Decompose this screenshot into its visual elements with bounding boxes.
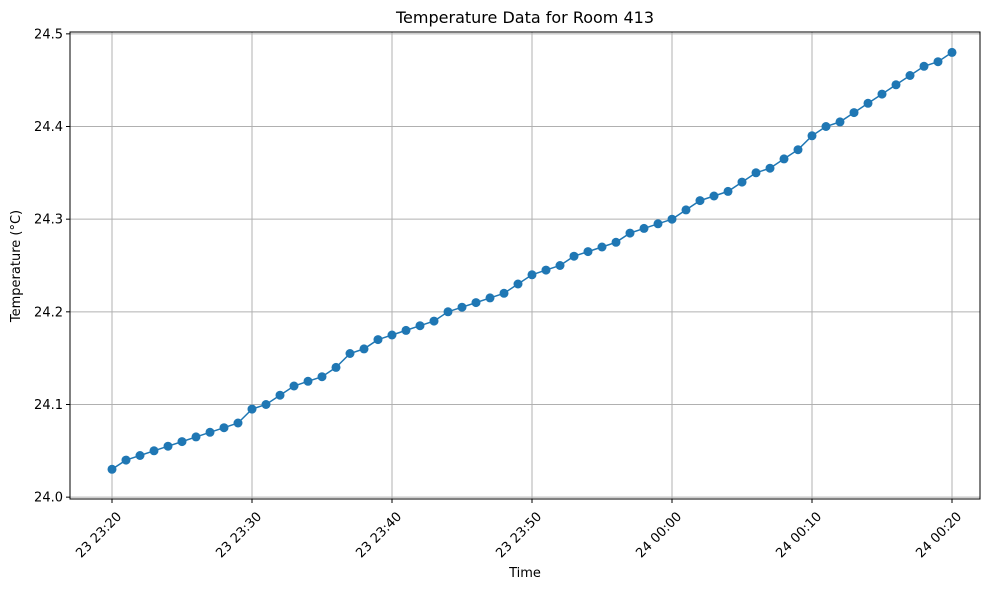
data-point [345, 349, 355, 358]
data-point [793, 145, 803, 155]
data-point [289, 381, 299, 391]
data-point [555, 261, 565, 270]
data-point [667, 214, 677, 224]
data-point [891, 80, 901, 90]
data-point [541, 265, 551, 275]
data-point [331, 362, 341, 372]
data-point [863, 98, 873, 108]
data-point [471, 298, 481, 308]
data-point [359, 344, 369, 354]
data-point [247, 404, 257, 414]
data-point [499, 288, 509, 298]
data-point [611, 237, 621, 247]
data-point [709, 191, 719, 201]
data-point [947, 47, 957, 57]
data-point [373, 335, 383, 345]
data-point [597, 242, 607, 252]
data-point [163, 441, 173, 451]
y-tick-label: 24.4 [34, 120, 63, 135]
data-point [905, 71, 915, 80]
data-point [317, 372, 327, 382]
data-point [121, 455, 131, 465]
data-point [205, 427, 215, 437]
plot-frame [69, 31, 981, 500]
data-point [835, 117, 845, 127]
data-point [751, 168, 761, 178]
data-point [527, 270, 537, 280]
y-tick-label: 24.3 [34, 213, 63, 228]
y-tick-label: 24.5 [34, 27, 63, 42]
data-point [387, 330, 397, 340]
data-point [261, 400, 271, 409]
data-point [639, 223, 649, 233]
data-point [303, 376, 313, 386]
data-point [653, 219, 663, 229]
data-point [429, 316, 439, 326]
data-point [583, 247, 593, 257]
data-point [177, 437, 187, 447]
data-point [443, 307, 453, 317]
data-point [723, 186, 733, 196]
y-axis-ticks: 24.0 24.1 24.2 24.3 24.4 24.5 [34, 27, 70, 506]
y-axis-label: Temperature (°C) [9, 210, 24, 323]
data-point [919, 61, 929, 71]
y-tick-label: 24.1 [34, 398, 63, 413]
data-point [681, 205, 691, 215]
data-series [107, 47, 957, 474]
data-point [625, 228, 635, 238]
data-point [415, 321, 425, 331]
data-point [765, 163, 775, 173]
data-point [849, 108, 859, 118]
grid-lines [70, 32, 980, 499]
data-point [821, 122, 831, 131]
data-point [275, 390, 285, 400]
data-point [695, 196, 705, 206]
data-point [107, 464, 117, 474]
y-tick-label: 24.0 [34, 491, 63, 506]
data-point [737, 177, 747, 187]
chart-title: Temperature Data for Room 413 [395, 8, 654, 27]
y-tick-label: 24.2 [34, 305, 63, 320]
data-point [401, 325, 411, 335]
data-point [485, 293, 495, 303]
data-point [569, 251, 579, 261]
data-point [135, 451, 145, 460]
data-point [457, 302, 467, 312]
data-point [149, 446, 159, 456]
x-axis-label: Time [508, 566, 541, 581]
data-point [933, 57, 943, 67]
data-point [219, 423, 229, 433]
data-point [513, 279, 523, 289]
data-point [807, 131, 817, 141]
data-point [779, 154, 789, 164]
data-point [233, 418, 243, 428]
data-point [191, 432, 201, 442]
data-point [877, 89, 887, 99]
